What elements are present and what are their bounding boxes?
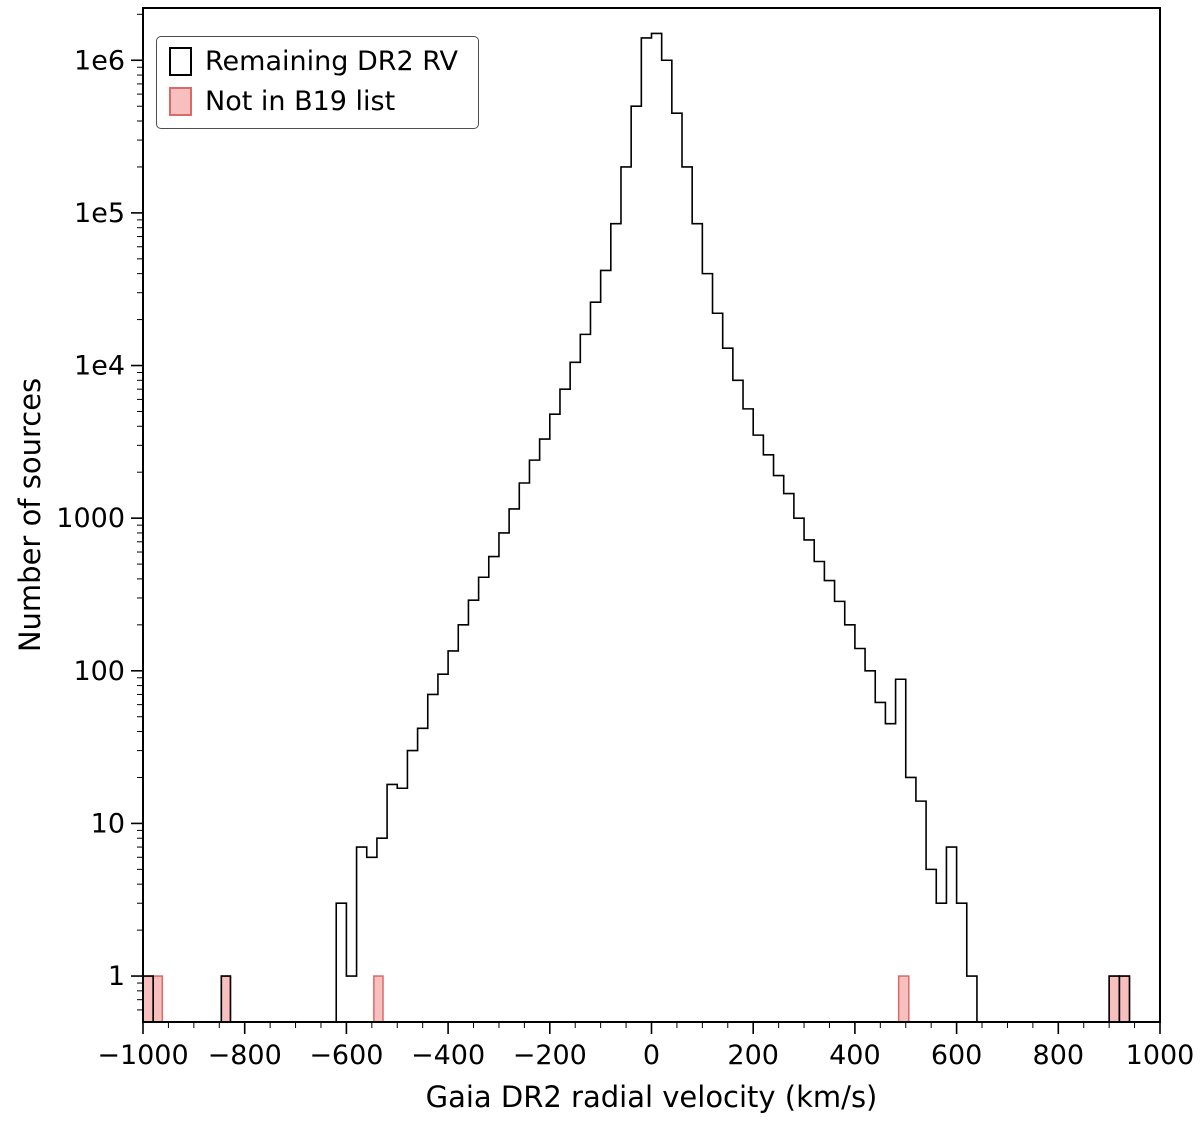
- step-histogram-outline: [335, 32, 978, 1022]
- svg-text:−600: −600: [309, 1040, 383, 1071]
- legend-label-not-in-b19: Not in B19 list: [205, 85, 396, 117]
- svg-text:−800: −800: [208, 1040, 282, 1071]
- svg-text:1000: 1000: [1126, 1040, 1195, 1071]
- svg-text:800: 800: [1033, 1040, 1085, 1071]
- pink-bar: [373, 975, 384, 1023]
- pink-bar: [1118, 975, 1131, 1023]
- x-axis-label: Gaia DR2 radial velocity (km/s): [425, 1080, 878, 1114]
- y-axis-label: Number of sources: [13, 377, 47, 653]
- legend-item-remaining-dr2-rv: Remaining DR2 RV: [169, 47, 458, 77]
- legend-label-remaining: Remaining DR2 RV: [205, 46, 459, 77]
- svg-text:−1000: −1000: [97, 1040, 188, 1071]
- isolated-bin-outline: [220, 975, 232, 1022]
- svg-text:10: 10: [91, 808, 125, 839]
- svg-text:0: 0: [643, 1040, 660, 1071]
- svg-text:100: 100: [73, 656, 125, 687]
- legend: Remaining DR2 RV Not in B19 list: [156, 36, 480, 130]
- svg-text:600: 600: [931, 1040, 983, 1071]
- svg-text:1e5: 1e5: [74, 198, 125, 229]
- pink-bar: [1108, 975, 1121, 1023]
- y-tick-labels: 1 10 100 1000 1e4 1e5 1e6: [56, 45, 125, 992]
- legend-item-not-in-b19: Not in B19 list: [169, 85, 458, 117]
- y-axis-ticks: [131, 13, 143, 1011]
- isolated-bin-outline: [1118, 975, 1131, 1022]
- pink-bar: [897, 975, 910, 1023]
- pink-bar: [220, 975, 232, 1023]
- svg-text:−200: −200: [513, 1040, 587, 1071]
- svg-text:1e6: 1e6: [74, 45, 125, 76]
- x-axis-ticks: [142, 1022, 1161, 1034]
- axes-box: [142, 7, 1161, 1023]
- svg-text:400: 400: [829, 1040, 881, 1071]
- open-rect-swatch-icon: [169, 47, 192, 77]
- not-in-b19-bars: [142, 975, 1131, 1023]
- svg-text:200: 200: [727, 1040, 779, 1071]
- svg-text:1: 1: [108, 961, 125, 992]
- svg-text:−400: −400: [411, 1040, 485, 1071]
- x-tick-labels: −1000 −800 −600 −400 −200 0 200 400 600 800 1000: [97, 1040, 1194, 1071]
- filled-rect-swatch-icon: [169, 87, 192, 117]
- pink-bar: [142, 975, 154, 1023]
- svg-text:1e4: 1e4: [74, 351, 125, 382]
- svg-text:1000: 1000: [56, 503, 125, 534]
- pink-bar: [152, 975, 164, 1023]
